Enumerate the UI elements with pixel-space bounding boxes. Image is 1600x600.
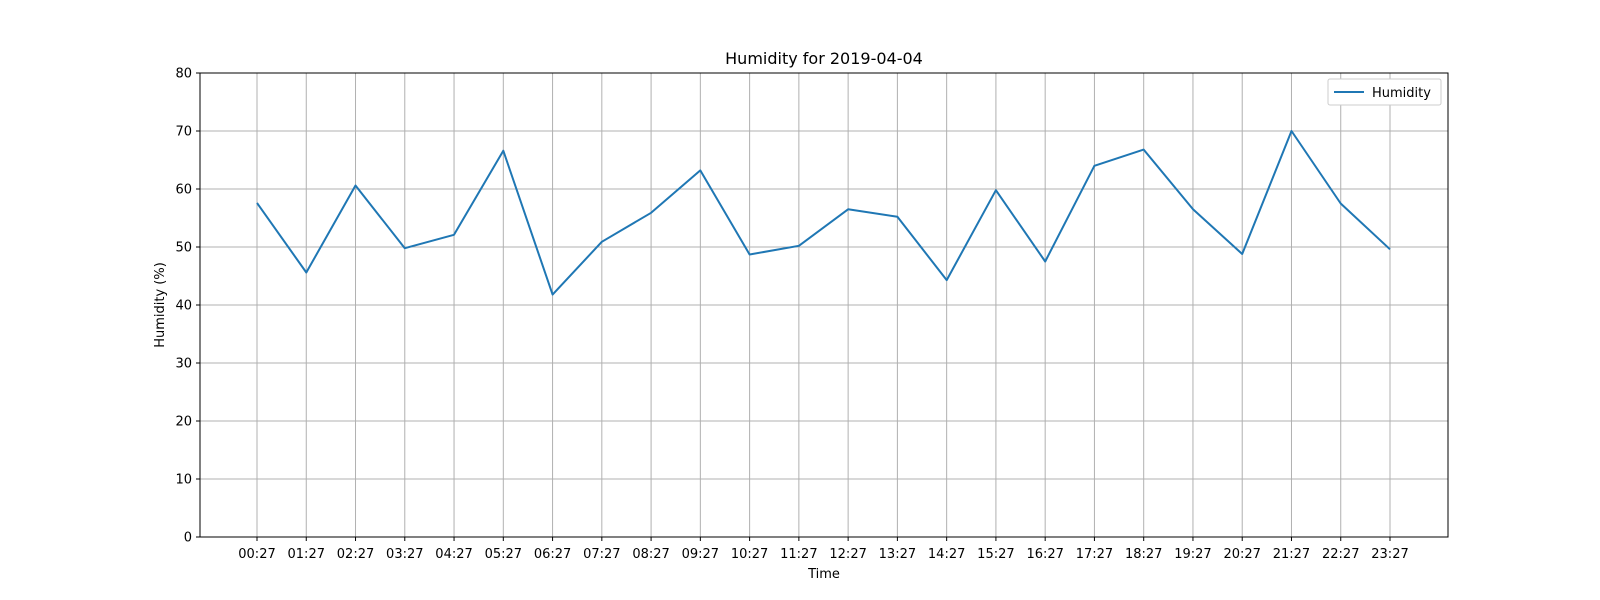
y-tick-label: 70 <box>175 125 192 140</box>
x-tick-label: 03:27 <box>386 547 423 562</box>
x-tick-label: 23:27 <box>1371 547 1408 562</box>
x-tick-label: 19:27 <box>1174 547 1211 562</box>
y-tick-label: 50 <box>175 241 192 256</box>
y-tick-label: 30 <box>175 357 192 372</box>
x-axis-label: Time <box>807 567 840 582</box>
ticks-layer: 0 10 20 30 40 50 60 70 80 00:27 01:27 02:27 03:27 04:… <box>175 67 1408 563</box>
series-layer <box>256 130 1391 296</box>
y-tick-label: 80 <box>175 67 192 82</box>
y-tick-label: 20 <box>175 415 192 430</box>
y-tick-label: 40 <box>175 299 192 314</box>
x-tick-label: 00:27 <box>238 547 275 562</box>
x-tick-label: 10:27 <box>731 547 768 562</box>
x-tick-label: 07:27 <box>583 547 620 562</box>
x-tick-label: 22:27 <box>1322 547 1359 562</box>
x-tick-label: 09:27 <box>682 547 719 562</box>
chart-title: Humidity for 2019-04-04 <box>725 49 923 68</box>
x-tick-label: 12:27 <box>829 547 866 562</box>
y-tick-label: 10 <box>175 473 192 488</box>
x-tick-label: 17:27 <box>1076 547 1113 562</box>
x-tick-label: 15:27 <box>977 547 1014 562</box>
x-tick-label: 01:27 <box>288 547 325 562</box>
x-tick-label: 20:27 <box>1223 547 1260 562</box>
legend-box <box>1327 78 1442 106</box>
x-tick-label: 11:27 <box>780 547 817 562</box>
y-tick-label: 60 <box>175 183 192 198</box>
x-tick-label: 18:27 <box>1125 547 1162 562</box>
legend: Humidity <box>1327 78 1442 106</box>
x-tick-label: 06:27 <box>534 547 571 562</box>
x-tick-label: 21:27 <box>1273 547 1310 562</box>
y-tick-label: 0 <box>184 531 192 546</box>
x-tick-label: 14:27 <box>928 547 965 562</box>
legend-label: Humidity <box>1372 86 1431 101</box>
y-axis-label: Humidity (%) <box>153 262 168 348</box>
x-tick-label: 05:27 <box>485 547 522 562</box>
x-tick-label: 04:27 <box>435 547 472 562</box>
x-tick-label: 02:27 <box>337 547 374 562</box>
x-tick-label: 08:27 <box>632 547 669 562</box>
series-line-humidity <box>256 130 1391 296</box>
x-tick-label: 16:27 <box>1026 547 1063 562</box>
x-tick-label: 13:27 <box>879 547 916 562</box>
